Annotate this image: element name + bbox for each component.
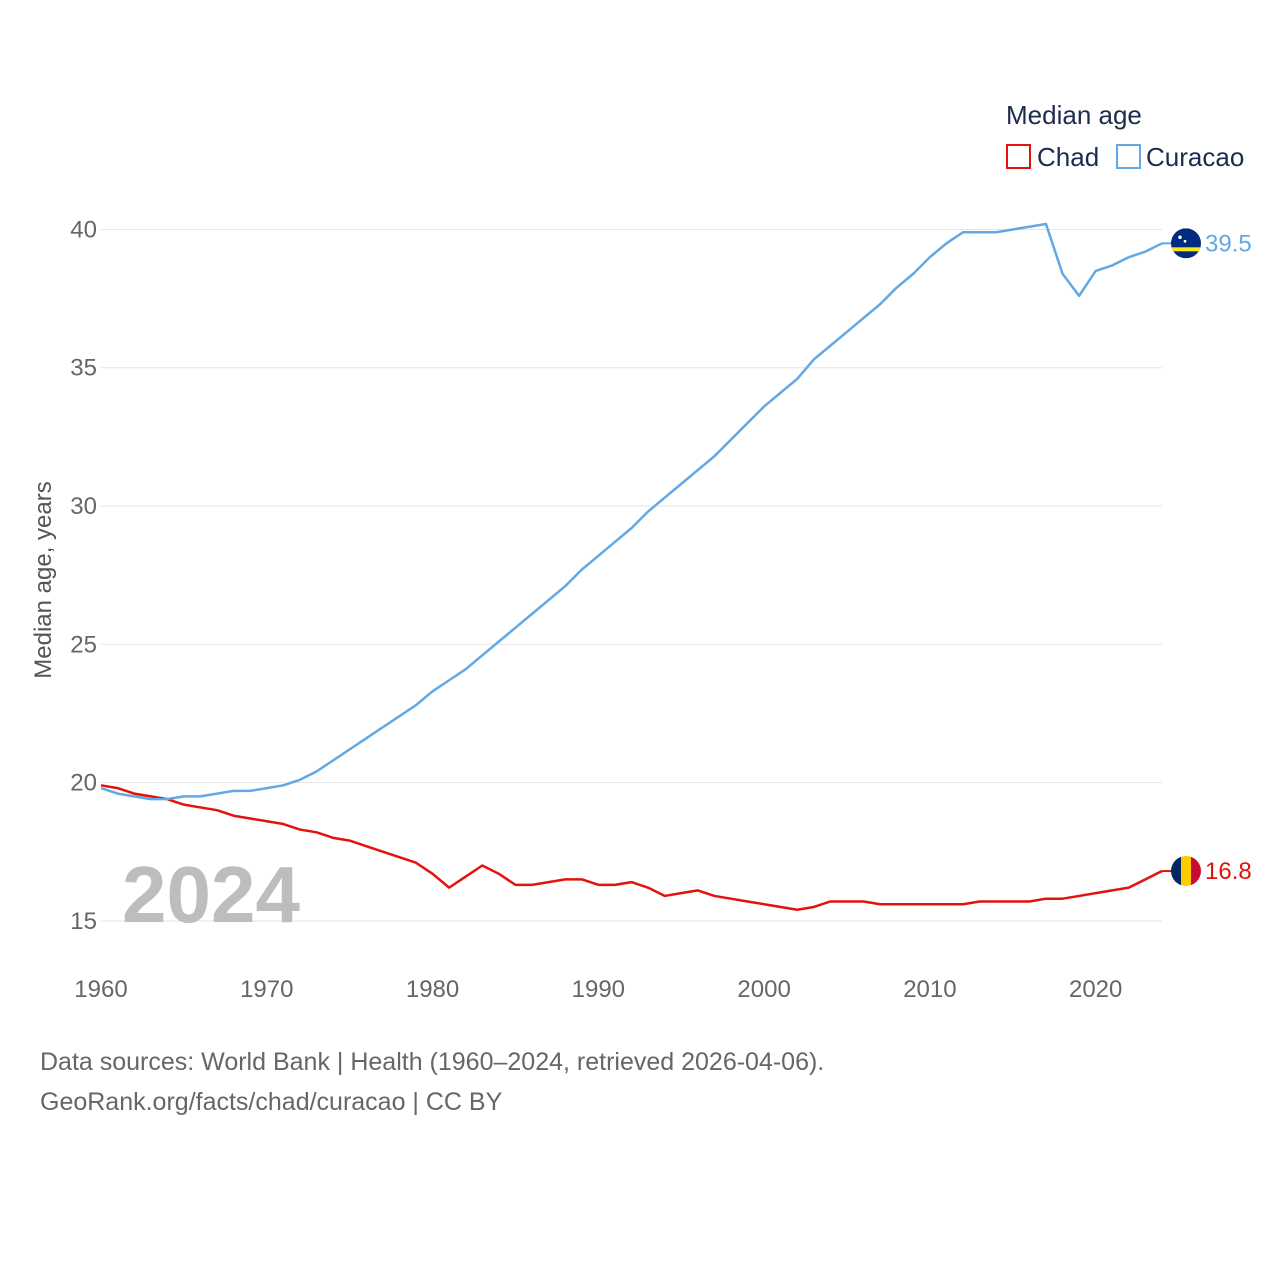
legend-label-curacao: Curacao — [1146, 142, 1244, 172]
curacao-flag-icon — [1171, 228, 1201, 259]
y-axis-label: Median age, years — [30, 481, 57, 678]
y-tick-label: 30 — [70, 493, 97, 520]
y-axis-ticks: 15 20 25 30 35 40 — [70, 216, 97, 934]
data-source-note: Data sources: World Bank | Health (1960–… — [40, 1048, 825, 1076]
series-end-markers: 16.8 39.5 — [1162, 228, 1252, 887]
footer: Data sources: World Bank | Health (1960–… — [40, 1042, 824, 1122]
gridlines — [101, 228, 1162, 922]
y-tick-label: 25 — [70, 631, 97, 658]
x-tick-label: 1980 — [406, 976, 459, 1003]
y-tick-label: 20 — [70, 770, 97, 797]
source-link[interactable]: GeoRank.org/facts/chad/curacao | CC BY — [40, 1088, 503, 1116]
x-axis-ticks: 1960 1970 1980 1990 2000 2010 2020 — [74, 976, 1122, 1003]
y-tick-label: 35 — [70, 355, 97, 382]
legend-swatch-curacao — [1116, 144, 1141, 169]
end-value-label-curacao: 39.5 — [1205, 230, 1252, 257]
x-tick-label: 2020 — [1069, 976, 1122, 1003]
x-tick-label: 2010 — [903, 976, 956, 1003]
legend-item-chad[interactable]: Chad — [1006, 142, 1099, 172]
end-value-label-chad: 16.8 — [1205, 858, 1252, 885]
legend: Median age Chad Curacao — [1006, 100, 1244, 172]
legend-swatch-chad — [1006, 144, 1031, 169]
series-line-curacao[interactable] — [100, 222, 1163, 801]
median-age-chart: 15 20 25 30 35 40 1960 1970 1980 1990 2000 2010 202… — [30, 100, 1252, 1003]
legend-title: Median age — [1006, 100, 1142, 130]
chad-flag-icon — [1171, 856, 1201, 887]
x-tick-label: 2000 — [737, 976, 790, 1003]
series-line-chad[interactable] — [100, 784, 1163, 911]
current-year-label: 2024 — [122, 850, 300, 939]
y-tick-label: 15 — [70, 908, 97, 935]
y-tick-label: 40 — [70, 216, 97, 243]
legend-label-chad: Chad — [1037, 142, 1099, 172]
x-tick-label: 1970 — [240, 976, 293, 1003]
legend-item-curacao[interactable]: Curacao — [1116, 142, 1244, 172]
x-tick-label: 1990 — [572, 976, 625, 1003]
x-tick-label: 1960 — [74, 976, 127, 1003]
series-lines — [100, 222, 1163, 911]
